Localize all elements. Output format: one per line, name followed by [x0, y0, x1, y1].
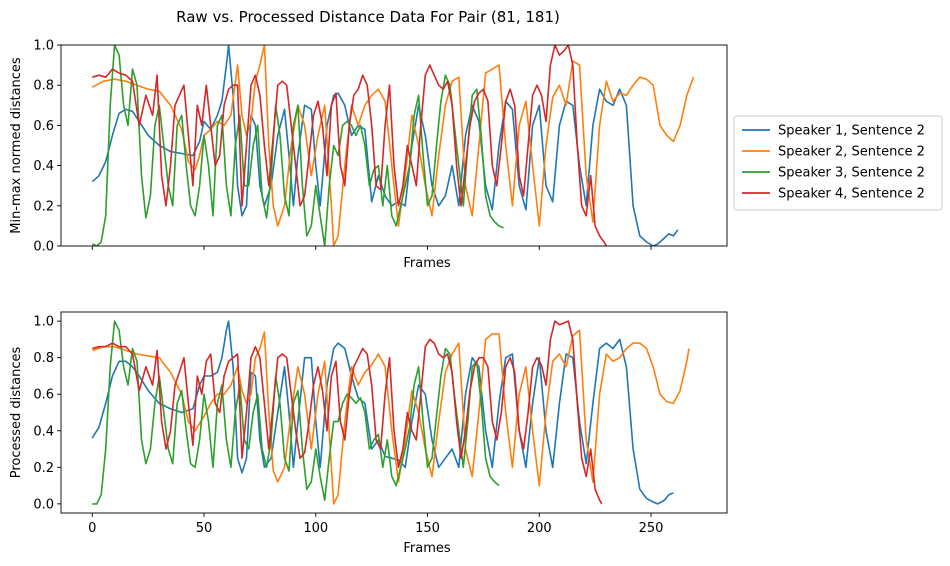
x-tick-label: 0 — [88, 521, 96, 536]
series-line-1 — [91, 45, 679, 246]
x-tick-label: 200 — [527, 521, 552, 536]
x-tick-label: 250 — [639, 521, 664, 536]
x-axis-label: Frames — [403, 256, 451, 271]
top-axes: 0.0 0.2 0.4 0.6 0.8 1.0 Frames Min-max normed d… — [9, 39, 728, 271]
y-axis-label: Min-max normed distances — [9, 57, 24, 234]
y-tick-label: 1.0 — [33, 39, 54, 54]
x-tick-label: 100 — [303, 521, 328, 536]
bottom-axes: 0 50 100 150 200 250 0.0 0.2 0.4 0.6 0.8 1.0 Frames P… — [9, 311, 728, 556]
y-tick-label: 0.0 — [33, 240, 54, 255]
series-line-3 — [91, 45, 504, 246]
y-tick-label: 0.6 — [33, 119, 54, 134]
y-tick-label: 1.0 — [33, 315, 54, 330]
legend: Speaker 1, Sentence 2 Speaker 2, Sentence… — [733, 115, 943, 211]
legend-entry-1: Speaker 1, Sentence 2 — [778, 124, 925, 139]
legend-entry-2: Speaker 2, Sentence 2 — [778, 145, 925, 160]
axes-frame — [60, 311, 728, 514]
y-tick-label: 0.4 — [33, 159, 54, 174]
x-tick-label: 150 — [415, 521, 440, 536]
legend-box — [733, 115, 943, 211]
series-line-2 — [92, 329, 690, 505]
series-line-4 — [92, 45, 608, 246]
y-tick-label: 0.8 — [33, 79, 54, 94]
y-axis-label: Processed distances — [9, 346, 24, 478]
x-axis-label: Frames — [403, 541, 451, 556]
legend-entry-3: Speaker 3, Sentence 2 — [778, 166, 925, 181]
axes-frame — [60, 44, 728, 247]
series-line-4 — [92, 320, 603, 505]
series-line-3 — [92, 320, 500, 505]
x-tick-label: 50 — [196, 521, 213, 536]
y-tick-label: 0.2 — [33, 199, 54, 214]
y-tick-label: 0.4 — [33, 424, 54, 439]
y-tick-label: 0.6 — [33, 388, 54, 403]
figure-title: Raw vs. Processed Distance Data For Pair… — [176, 8, 560, 26]
legend-entry-4: Speaker 4, Sentence 2 — [778, 187, 925, 202]
y-tick-label: 0.2 — [33, 461, 54, 476]
y-tick-label: 0.0 — [33, 497, 54, 512]
y-tick-label: 0.8 — [33, 351, 54, 366]
